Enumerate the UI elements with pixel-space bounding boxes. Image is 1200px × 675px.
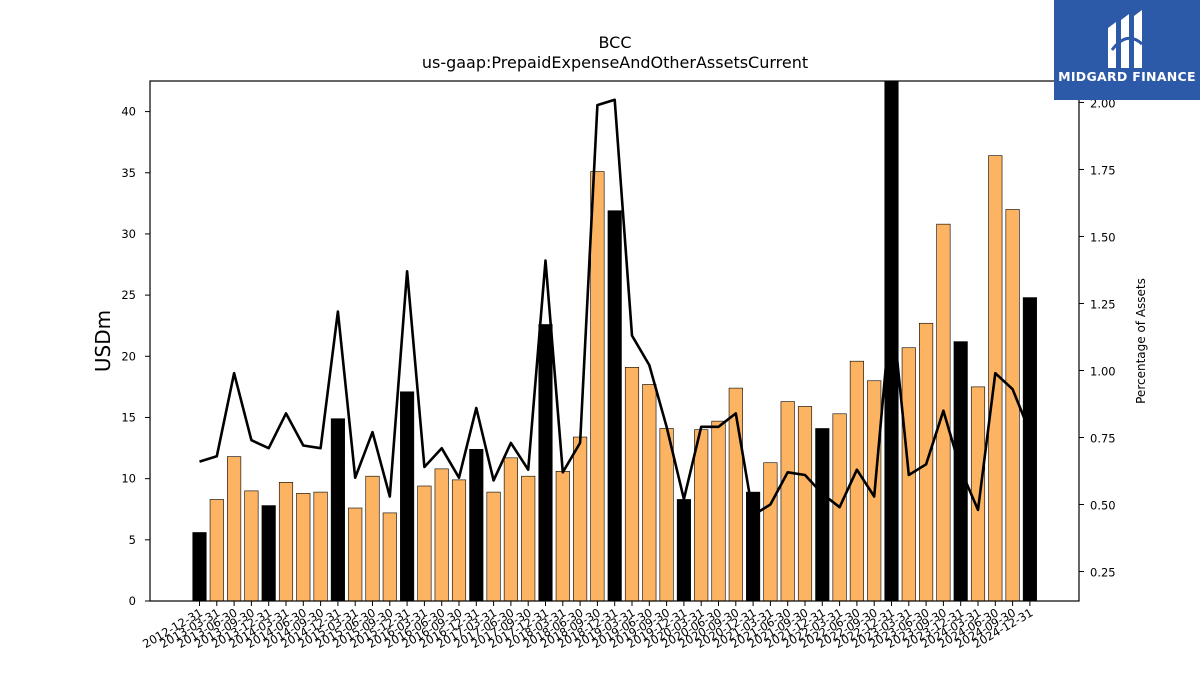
line-series: [199, 98, 1032, 517]
y2-tick-label: 0.25: [1090, 566, 1116, 580]
bar-2015-12-31: [400, 391, 415, 602]
y-tick-label: 40: [121, 105, 136, 119]
bar-2019-09-30: [659, 428, 674, 602]
y-tick-label: 30: [121, 227, 136, 241]
y2-axis: 0.250.500.751.001.251.501.752.00: [1079, 96, 1116, 580]
y2-tick-label: 0.50: [1090, 499, 1116, 513]
y2-tick-label: 1.00: [1090, 364, 1116, 378]
y-tick-label: 10: [121, 472, 136, 486]
bar-2021-09-30: [797, 406, 813, 602]
y-tick-label: 25: [121, 288, 136, 302]
bar-2021-06-30: [780, 401, 795, 602]
bar-2018-06-30: [573, 436, 588, 602]
y2-tick-label: 1.75: [1090, 163, 1116, 177]
y-tick-label: 15: [121, 410, 136, 424]
bar-2021-12-31: [815, 428, 830, 602]
bar-2016-03-31: [417, 485, 432, 602]
bar-2015-03-31: [348, 507, 363, 602]
bar-2013-03-31: [209, 499, 224, 602]
bar-2012-12-31: [192, 532, 207, 602]
bar-2019-12-31: [676, 499, 691, 602]
bar-2020-06-30: [711, 420, 726, 602]
bar-2024-03-31: [970, 386, 986, 602]
y2-tick-label: 0.75: [1090, 431, 1116, 445]
bar-2016-12-31: [469, 448, 484, 602]
brand-name: MIDGARD FINANCE: [1058, 69, 1196, 84]
brand-logo: MIDGARD FINANCE: [1054, 0, 1200, 100]
bar-2019-03-31: [624, 367, 640, 602]
bar-2014-03-31: [278, 482, 294, 602]
y2-tick-label: 1.25: [1090, 297, 1116, 311]
bar-2016-06-30: [434, 468, 449, 602]
x-axis: 2012-12-312013-03-312013-06-302013-09-30…: [140, 601, 1035, 651]
chart-subtitle: us-gaap:PrepaidExpenseAndOtherAssetsCurr…: [422, 53, 808, 72]
y-tick-label: 20: [121, 349, 136, 363]
bar-2024-09-30: [1005, 209, 1020, 602]
bar-2017-03-31: [486, 491, 501, 602]
bar-2014-09-30: [313, 491, 328, 602]
bar-2021-03-31: [763, 462, 778, 602]
bar-2015-09-30: [382, 512, 397, 602]
midgard-logo-icon: [1108, 10, 1144, 68]
bar-2024-12-31: [1022, 297, 1037, 602]
y2-tick-label: 1.50: [1090, 230, 1116, 244]
y2-axis-title: Percentage of Assets: [1134, 278, 1148, 404]
bar-2018-03-31: [555, 471, 570, 602]
bar-2013-06-30: [227, 456, 242, 602]
bar-2015-06-30: [365, 475, 380, 602]
bar-2014-12-31: [330, 418, 345, 602]
bar-2013-12-31: [261, 505, 276, 602]
bar-2017-09-30: [521, 475, 536, 602]
y-tick-label: 5: [129, 533, 136, 547]
y-axis-title: USDm: [91, 310, 115, 372]
y-tick-label: 35: [121, 166, 136, 180]
bar-series: [192, 80, 1037, 602]
bar-2019-06-30: [642, 384, 657, 602]
bar-2017-06-30: [503, 457, 518, 602]
bar-2018-09-30: [590, 171, 605, 602]
bar-2014-06-30: [296, 493, 311, 602]
bar-2013-09-30: [244, 490, 259, 602]
bar-2016-09-30: [451, 479, 467, 602]
y-axis: 0 5 10 15 20 25 30 35 40: [121, 105, 150, 608]
bar-2018-12-31: [607, 210, 622, 602]
y-tick-label: 0: [129, 594, 136, 608]
percentage-of-assets-line: [199, 98, 1032, 517]
bar-2020-03-31: [694, 429, 709, 602]
bar-2017-12-31: [538, 324, 553, 602]
chart-title: BCC: [598, 33, 631, 52]
